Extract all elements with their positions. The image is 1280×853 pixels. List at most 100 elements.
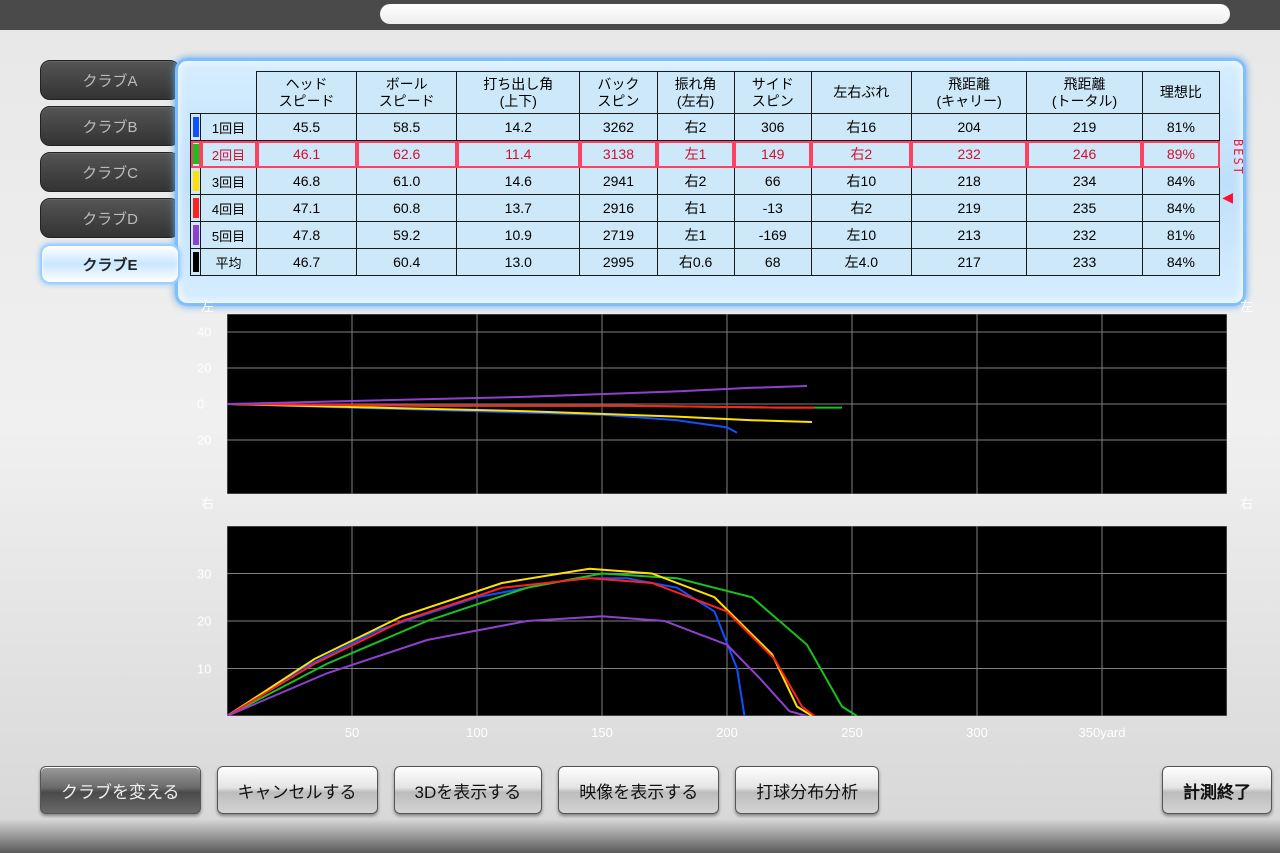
table-cell: 81% <box>1142 222 1219 249</box>
table-row: 1回目45.558.514.23262右2306右1620421981% <box>191 114 1220 141</box>
table-cell: 306 <box>734 114 811 141</box>
y-tick-label: 30 <box>197 566 211 581</box>
table-cell: 14.6 <box>457 168 580 195</box>
table-cell: 234 <box>1027 168 1142 195</box>
table-row: 平均46.760.413.02995右0.668左4.021723384% <box>191 249 1220 276</box>
table-cell: 3138 <box>580 141 657 168</box>
row-header: 4回目 <box>201 195 257 222</box>
table-cell: 右2 <box>657 114 734 141</box>
table-cell: 左1 <box>657 141 734 168</box>
col-header: 飛距離(トータル) <box>1027 72 1142 114</box>
row-header: 3回目 <box>201 168 257 195</box>
table-cell: 246 <box>1027 141 1142 168</box>
table-cell: 2995 <box>580 249 657 276</box>
tab-club-A[interactable]: クラブA <box>40 60 180 100</box>
y-tick-label: 40 <box>197 325 211 340</box>
table-cell: 左4.0 <box>811 249 911 276</box>
table-cell: 46.1 <box>257 141 357 168</box>
table-row: 4回目47.160.813.72916右1-13右221923584% <box>191 195 1220 222</box>
table-cell: 235 <box>1027 195 1142 222</box>
table-cell: 13.7 <box>457 195 580 222</box>
col-header: ボールスピード <box>357 72 457 114</box>
table-cell: 2941 <box>580 168 657 195</box>
tab-club-B[interactable]: クラブB <box>40 106 180 146</box>
table-cell: 81% <box>1142 114 1219 141</box>
x-tick-label: 350yard <box>1079 725 1126 740</box>
table-cell: 10.9 <box>457 222 580 249</box>
table-cell: 233 <box>1027 249 1142 276</box>
y-tick-label: 20 <box>197 361 211 376</box>
table-row: 3回目46.861.014.62941右266右1021823484% <box>191 168 1220 195</box>
results-table: ヘッドスピードボールスピード打ち出し角(上下)バックスピン振れ角(左右)サイドス… <box>190 71 1220 276</box>
row-color-swatch <box>193 225 199 245</box>
table-cell: 219 <box>911 195 1026 222</box>
row-header: 5回目 <box>201 222 257 249</box>
table-cell: 84% <box>1142 249 1219 276</box>
row-header: 平均 <box>201 249 257 276</box>
change-club-button[interactable]: クラブを変える <box>40 766 201 814</box>
table-cell: 右1 <box>657 195 734 222</box>
table-cell: 右0.6 <box>657 249 734 276</box>
table-cell: 11.4 <box>457 141 580 168</box>
table-cell: 左1 <box>657 222 734 249</box>
show-video-button[interactable]: 映像を表示する <box>558 766 719 814</box>
top-chart-left-label-l: 左 <box>201 296 214 315</box>
table-cell: 232 <box>1027 222 1142 249</box>
table-cell: 2719 <box>580 222 657 249</box>
col-header: 打ち出し角(上下) <box>457 72 580 114</box>
show-3d-button[interactable]: 3Dを表示する <box>394 766 543 814</box>
top-chrome-bar <box>0 0 1280 30</box>
table-cell: 232 <box>911 141 1026 168</box>
best-label: BEST <box>1231 139 1245 176</box>
table-cell: 61.0 <box>357 168 457 195</box>
x-tick-label: 250 <box>841 725 863 740</box>
table-cell: 84% <box>1142 168 1219 195</box>
row-color-swatch <box>193 171 199 191</box>
table-cell: 46.7 <box>257 249 357 276</box>
row-color-swatch <box>193 144 199 164</box>
x-tick-label: 300 <box>966 725 988 740</box>
table-cell: 84% <box>1142 195 1219 222</box>
row-color-swatch <box>193 252 199 272</box>
table-cell: 58.5 <box>357 114 457 141</box>
top-chart-right-label-r: 右 <box>1240 493 1253 512</box>
bottom-button-bar: クラブを変える キャンセルする 3Dを表示する 映像を表示する 打球分布分析 計… <box>40 766 1272 816</box>
tab-club-C[interactable]: クラブC <box>40 152 180 192</box>
table-cell: 14.2 <box>457 114 580 141</box>
distribution-analysis-button[interactable]: 打球分布分析 <box>735 766 879 814</box>
top-chart-left-label-r: 左 <box>1240 296 1253 315</box>
y-tick-label: 10 <box>197 661 211 676</box>
table-cell: 89% <box>1142 141 1219 168</box>
x-tick-label: 150 <box>591 725 613 740</box>
charts-area: 左 左 右 右 4020020 302010501001502002503003… <box>195 314 1259 758</box>
table-cell: 60.8 <box>357 195 457 222</box>
table-cell: 218 <box>911 168 1026 195</box>
tab-club-D[interactable]: クラブD <box>40 198 180 238</box>
table-cell: 45.5 <box>257 114 357 141</box>
y-tick-label: 20 <box>197 433 211 448</box>
y-tick-label: 0 <box>197 397 204 412</box>
row-header: 2回目 <box>201 141 257 168</box>
top-chart-right-label-l: 右 <box>201 493 214 512</box>
dispersion-chart: 左 左 右 右 4020020 <box>227 314 1227 494</box>
row-color-swatch <box>193 117 199 137</box>
col-header: 左右ぶれ <box>811 72 911 114</box>
x-tick-label: 200 <box>716 725 738 740</box>
table-cell: 3262 <box>580 114 657 141</box>
col-header: サイドスピン <box>734 72 811 114</box>
end-measurement-button[interactable]: 計測終了 <box>1162 766 1272 814</box>
table-cell: 2916 <box>580 195 657 222</box>
x-tick-label: 50 <box>345 725 359 740</box>
tab-club-E[interactable]: クラブE <box>40 244 180 284</box>
table-cell: 右2 <box>811 195 911 222</box>
best-arrow-icon: ◀ <box>1222 189 1233 206</box>
table-cell: 68 <box>734 249 811 276</box>
cancel-button[interactable]: キャンセルする <box>217 766 378 814</box>
row-header: 1回目 <box>201 114 257 141</box>
top-search-pill <box>380 4 1230 24</box>
col-header: ヘッドスピード <box>257 72 357 114</box>
table-cell: -169 <box>734 222 811 249</box>
table-cell: 右16 <box>811 114 911 141</box>
table-cell: 13.0 <box>457 249 580 276</box>
table-cell: 60.4 <box>357 249 457 276</box>
